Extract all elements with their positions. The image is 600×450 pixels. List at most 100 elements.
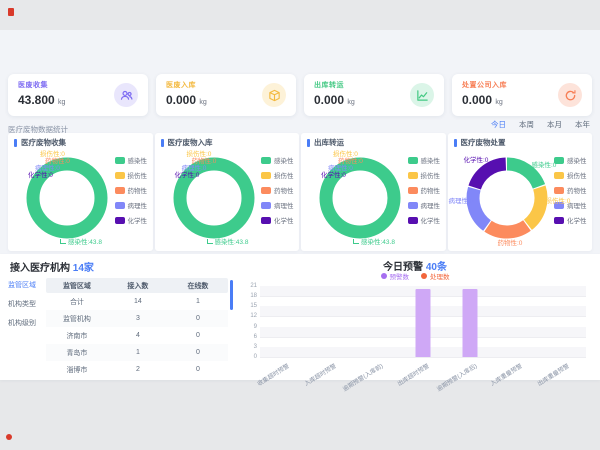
donut-callout: 感染性:43.8 [206, 236, 248, 246]
table-row: 青岛市 1 0 [46, 344, 228, 361]
title-accent-bar [14, 138, 17, 147]
panel-waste-instore: 医疗废物入库 感染性 损伤性 药物性 病理性 化学性 损伤性:0 药物性:0 病理性:0 化学… [154, 133, 299, 251]
legend-item-病理性[interactable]: 病理性 [261, 200, 295, 210]
legend-item-损伤性[interactable]: 损伤性 [114, 170, 149, 180]
legend-label: 感染性 [274, 158, 294, 165]
legend-item-药物性[interactable]: 药物性 [407, 185, 442, 195]
legend-label: 病理性 [127, 203, 148, 210]
table-cell: 2 [135, 366, 140, 373]
legend-item-化学性[interactable]: 化学性 [407, 215, 442, 225]
warnings-title: 今日预警 40条 [383, 262, 447, 273]
donut-callout: 感染性:43.8 [353, 236, 395, 246]
table-cell: 0 [195, 349, 200, 356]
legend-item-病理性[interactable]: 病理性 [407, 200, 442, 210]
warn-legend-item-预警数[interactable]: 预警数 [380, 271, 409, 281]
table-scrollbar[interactable] [230, 280, 233, 310]
legend-swatch [554, 156, 564, 164]
table-cell: 1 [195, 298, 200, 305]
table-cell: 1 [135, 349, 140, 356]
chart-legend: 感染性损伤性药物性病理性化学性 [261, 155, 295, 230]
legend-item-感染性[interactable]: 感染性 [407, 155, 442, 165]
x-axis-label: 入库超时预警 [303, 363, 338, 388]
side-tab-机构类型[interactable]: 机构类型 [8, 301, 36, 308]
title-accent-bar [160, 138, 164, 147]
legend-item-药物性[interactable]: 药物性 [261, 185, 295, 195]
kpi-card-disposal: 处置公司入库 0.000 kg [452, 74, 592, 116]
legend-label: 病理性 [420, 203, 441, 210]
donut-callout: 化学性:0 [463, 157, 489, 164]
legend-swatch [554, 201, 564, 209]
y-axis-tick: 21 [250, 283, 257, 289]
donut-callout: 损伤性:0 [333, 151, 358, 158]
tab-本年[interactable]: 本年 [575, 120, 590, 129]
donut-chart [460, 151, 554, 245]
title-accent-bar [453, 138, 457, 147]
time-range-tabs: 今日 本周 本月 本年 [491, 119, 590, 130]
donut-callout: 化学性:0 [28, 172, 53, 179]
dashboard-app: 医废收集 43.800 kg 医废入库 0.000 kg [0, 30, 600, 393]
table-header-cell: 接入数 [127, 282, 149, 290]
legend-item-化学性[interactable]: 化学性 [114, 215, 149, 225]
legend-item-损伤性[interactable]: 损伤性 [554, 170, 588, 180]
callout-line [353, 239, 359, 244]
legend-label: 处理数 [430, 274, 450, 281]
donut-callout: 病理性:0 [35, 165, 60, 172]
legend-dot [421, 273, 427, 279]
tab-今日[interactable]: 今日 [491, 120, 506, 129]
legend-label: 感染性 [420, 158, 441, 165]
tab-本月[interactable]: 本月 [547, 120, 562, 129]
legend-swatch [114, 186, 125, 194]
institutions-section: 接入医疗机构 14家 监管区域 机构类型 机构级别 监管区域 接入数 在线数 合计 14 1 监… [6, 254, 233, 380]
table-cell: 14 [134, 298, 142, 305]
x-axis-label: 入库重量预警 [490, 363, 524, 388]
side-tab-机构级别[interactable]: 机构级别 [8, 320, 36, 327]
donut-chart [313, 151, 407, 245]
legend-item-药物性[interactable]: 药物性 [554, 185, 588, 195]
legend-label: 感染性 [127, 158, 148, 165]
donut-callout: 病理性:0 [448, 198, 474, 205]
warnings-x-axis-labels: 收集超时预警 入库超时预警 逾期预警(入库前) 出库超时预警 逾期预警(入库后) 入库重量… [257, 359, 586, 393]
legend-item-化学性[interactable]: 化学性 [554, 215, 588, 225]
refresh-icon [558, 83, 582, 107]
legend-item-化学性[interactable]: 化学性 [261, 215, 295, 225]
bar-出库超时预警 [415, 289, 431, 357]
legend-item-病理性[interactable]: 病理性 [114, 200, 149, 210]
institutions-side-tabs: 监管区域机构类型机构级别 [8, 280, 42, 337]
stats-section-header: 医疗废物数据统计 今日 本周 本月 本年 [8, 119, 592, 134]
legend-label: 化学性 [274, 218, 294, 225]
screen-marker-bottom [6, 434, 12, 440]
side-tab-监管区域[interactable]: 监管区域 [8, 282, 36, 289]
panel-waste-collect: 医疗废物收集 感染性 损伤性 药物性 病理性 化学性 损伤性:0 药物性:0 病理性:0 化学… [8, 133, 153, 251]
donut-callout: 化学性:0 [174, 172, 200, 179]
legend-item-感染性[interactable]: 感染性 [114, 155, 149, 165]
table-header-cell: 监管区域 [62, 282, 91, 290]
table-header-row: 监管区域 接入数 在线数 [46, 278, 228, 293]
tab-本周[interactable]: 本周 [519, 120, 534, 129]
legend-label: 损伤性 [420, 173, 441, 180]
legend-label: 损伤性 [274, 173, 294, 180]
legend-item-药物性[interactable]: 药物性 [114, 185, 149, 195]
legend-item-感染性[interactable]: 感染性 [554, 155, 588, 165]
legend-item-感染性[interactable]: 感染性 [261, 155, 295, 165]
kpi-label: 处置公司入库 [462, 82, 507, 89]
legend-item-损伤性[interactable]: 损伤性 [261, 170, 295, 180]
donut-svg [26, 157, 108, 239]
callout-line [206, 239, 213, 244]
table-row: 监管机构 3 0 [46, 310, 228, 327]
panel-waste-transfer: 出库转运 感染性 损伤性 药物性 病理性 化学性 损伤性:0 药物性:0 病理性:0 化学性:… [301, 133, 446, 251]
legend-swatch [554, 186, 564, 194]
legend-item-损伤性[interactable]: 损伤性 [407, 170, 442, 180]
donut-svg [173, 157, 254, 239]
y-axis-tick: 15 [250, 303, 257, 310]
legend-item-病理性[interactable]: 病理性 [554, 200, 588, 210]
chart-legend: 感染性损伤性药物性病理性化学性 [114, 155, 149, 230]
legend-swatch [114, 156, 125, 164]
legend-label: 病理性 [567, 203, 587, 210]
y-axis-tick: 12 [250, 313, 257, 320]
kpi-row: 医废收集 43.800 kg 医废入库 0.000 kg [8, 74, 592, 116]
table-cell: 淄博市 [66, 366, 88, 374]
legend-label: 损伤性 [567, 173, 587, 180]
legend-swatch [261, 156, 271, 164]
warn-legend-item-处理数[interactable]: 处理数 [421, 271, 450, 281]
kpi-label: 医废入库 [166, 82, 196, 89]
